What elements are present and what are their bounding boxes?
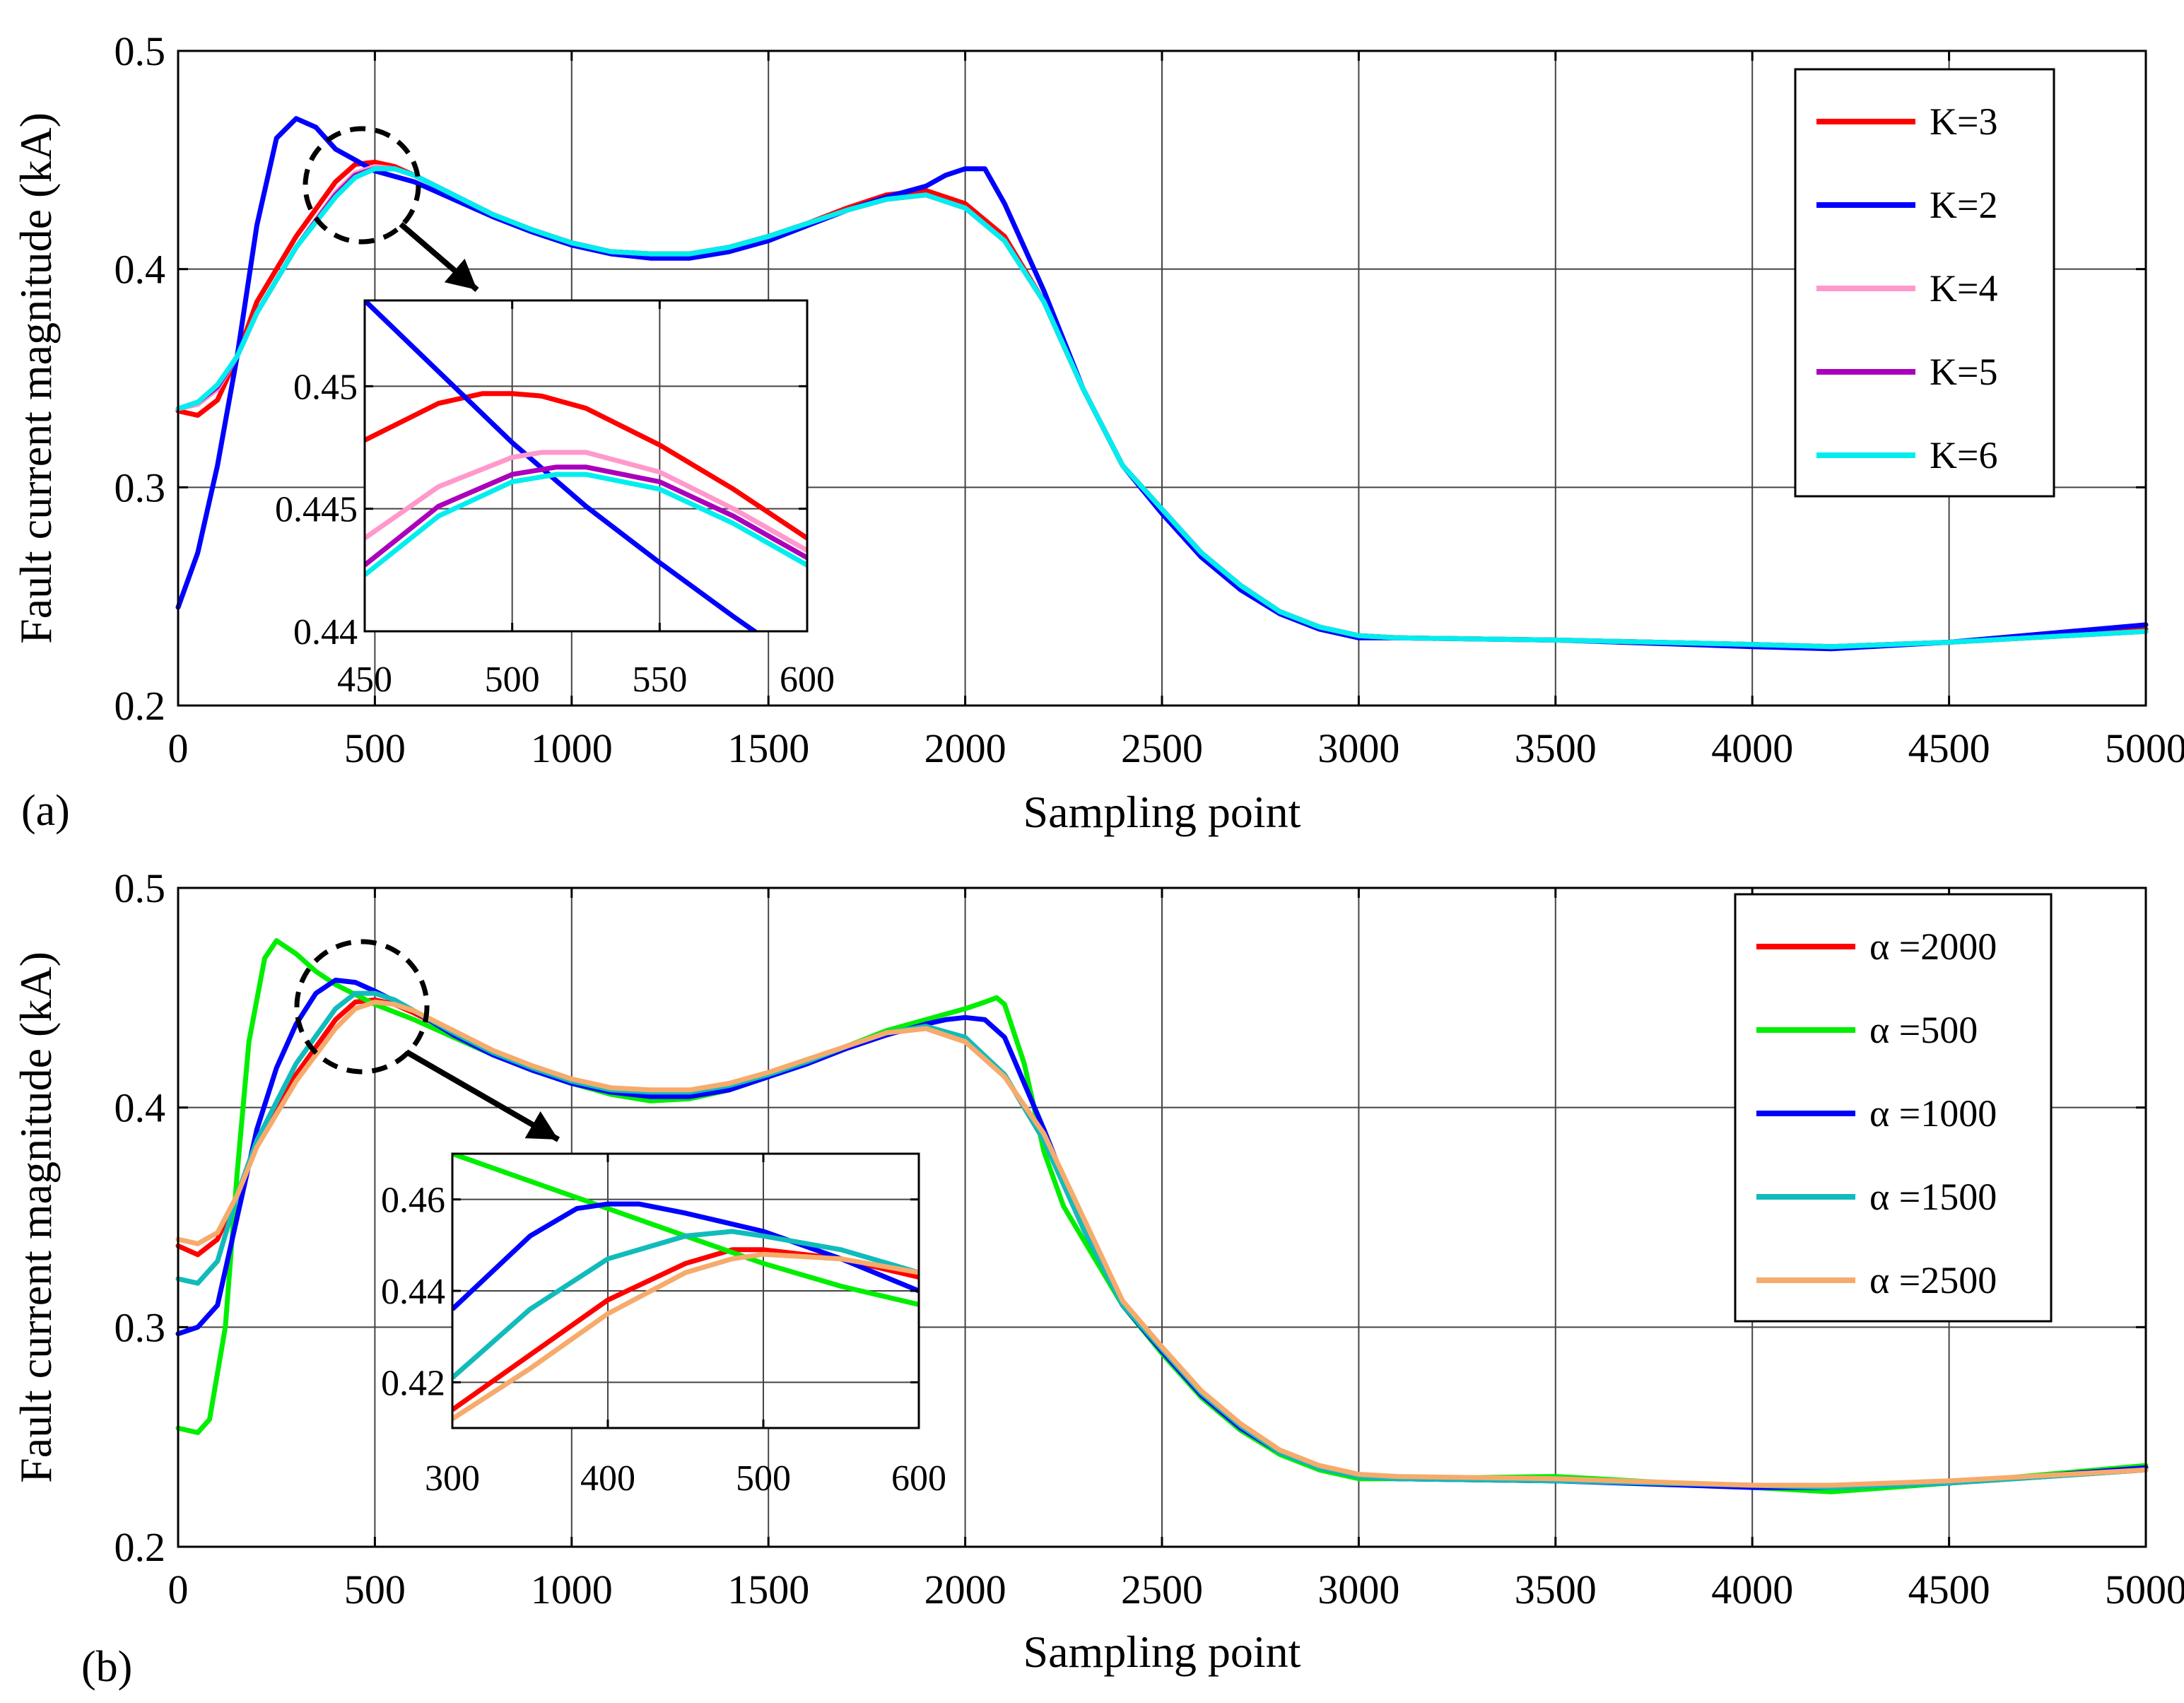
inset-x-tick-label: 600 — [891, 1458, 946, 1499]
inset-x-tick-label: 550 — [632, 660, 687, 700]
x-tick-label: 500 — [344, 725, 406, 771]
inset-y-tick-label: 0.44 — [293, 612, 358, 652]
inset-series-group — [365, 300, 807, 631]
x-tick-label: 4500 — [1908, 1567, 1990, 1613]
x-tick-label: 2500 — [1121, 725, 1203, 771]
inset-y-tick-label: 0.42 — [381, 1363, 445, 1403]
x-tick-label: 3500 — [1515, 725, 1597, 771]
legend-box — [1794, 68, 2055, 498]
legend: K=3 K=2 K=4 K=5 K=6 — [1794, 68, 2055, 498]
zoom-arrow-head — [524, 1111, 558, 1140]
y-tick-label: 0.3 — [115, 464, 166, 510]
x-tick-label: 3500 — [1515, 1567, 1597, 1613]
x-tick-label: 1500 — [727, 725, 809, 771]
y-axis-label: Fault current magnitude (kA) — [11, 112, 61, 644]
inset-series-line-b-4 — [452, 1251, 919, 1422]
x-tick-label: 5000 — [2105, 725, 2184, 771]
legend-label: K=4 — [1930, 267, 1997, 310]
x-tick-label: 5000 — [2105, 1567, 2184, 1613]
x-tick-label: 1500 — [727, 1567, 809, 1613]
legend-box — [1734, 893, 2053, 1323]
inset-x-tick-label: 500 — [485, 660, 540, 700]
inset-series-line-a-0 — [365, 391, 807, 541]
x-tick-label: 4500 — [1908, 725, 1990, 771]
legend-label: K=5 — [1930, 351, 1997, 393]
legend-label: α =1500 — [1869, 1176, 1997, 1218]
x-tick-label: 0 — [168, 1567, 189, 1613]
inset-series-line-a-1 — [365, 300, 759, 631]
y-tick-label: 0.5 — [115, 865, 166, 911]
inset-plot: 300 400 500 600 0.42 0.44 0.46 — [381, 1152, 946, 1499]
legend-label: K=3 — [1930, 100, 1997, 143]
zoom-circle — [294, 939, 430, 1075]
x-tick-label: 1000 — [531, 1567, 613, 1613]
legend-label: K=2 — [1930, 184, 1997, 226]
y-tick-label: 0.4 — [115, 1085, 166, 1131]
zoom-circle — [303, 126, 421, 245]
panel-label: (b) — [81, 1643, 132, 1691]
chart-panel-b: 0 500 1000 1500 2000 2500 3000 3500 4000 4500 5000… — [11, 865, 2184, 1691]
x-tick-label: 1000 — [531, 725, 613, 771]
inset-series-line-a-2 — [365, 450, 807, 553]
legend-label: K=6 — [1930, 434, 1997, 476]
inset-x-tick-label: 500 — [736, 1458, 791, 1499]
x-tick-label: 3000 — [1317, 1567, 1399, 1613]
x-tick-label: 2500 — [1121, 1567, 1203, 1613]
inset-y-tick-label: 0.445 — [275, 490, 358, 530]
y-tick-label: 0.2 — [115, 683, 166, 729]
x-tick-label: 500 — [344, 1567, 406, 1613]
inset-x-tick-label: 600 — [780, 660, 835, 700]
legend: α =2000 α =500 α =1000 α =1500 α =2500 — [1734, 893, 2053, 1323]
inset-plot: 450 500 550 600 0.44 0.445 0.45 — [275, 299, 835, 700]
inset-series-line-a-3 — [365, 464, 807, 568]
zoom-arrow-head — [444, 258, 477, 290]
inset-y-tick-label: 0.46 — [381, 1181, 445, 1221]
series-line-b-4 — [175, 1000, 2149, 1488]
series-line-a-4 — [175, 166, 2149, 650]
y-axis-label: Fault current magnitude (kA) — [11, 952, 61, 1483]
inset-series-line-b-2 — [452, 1201, 919, 1311]
legend-label: α =2000 — [1869, 925, 1997, 968]
x-axis-label: Sampling point — [1023, 1627, 1301, 1677]
inset-x-tick-label: 300 — [425, 1458, 480, 1499]
x-tick-label: 4000 — [1711, 725, 1793, 771]
y-tick-label: 0.2 — [115, 1524, 166, 1570]
legend-label: α =1000 — [1869, 1092, 1997, 1135]
panel-label: (a) — [21, 787, 70, 835]
inset-series-line-b-3 — [452, 1229, 919, 1380]
inset-series-group — [452, 1154, 919, 1422]
inset-frame — [363, 299, 809, 633]
inset-y-tick-label: 0.45 — [293, 367, 358, 407]
y-tick-label: 0.3 — [115, 1304, 166, 1350]
x-tick-label: 2000 — [924, 1567, 1006, 1613]
inset-x-tick-label: 400 — [580, 1458, 635, 1499]
inset-x-tick-label: 450 — [337, 660, 392, 700]
chart-panel-a: 0 500 1000 1500 2000 2500 3000 3500 4000 4500 5000… — [11, 28, 2184, 837]
inset-series-line-a-4 — [365, 472, 807, 578]
legend-label: α =2500 — [1869, 1259, 1997, 1301]
x-axis-label: Sampling point — [1023, 787, 1301, 837]
inset-y-tick-label: 0.44 — [381, 1272, 445, 1312]
y-tick-label: 0.5 — [115, 28, 166, 74]
legend-label: α =500 — [1869, 1009, 1978, 1051]
x-tick-label: 0 — [168, 725, 189, 771]
y-tick-label: 0.4 — [115, 247, 166, 293]
x-tick-label: 4000 — [1711, 1567, 1793, 1613]
x-tick-label: 3000 — [1317, 725, 1399, 771]
x-tick-label: 2000 — [924, 725, 1006, 771]
